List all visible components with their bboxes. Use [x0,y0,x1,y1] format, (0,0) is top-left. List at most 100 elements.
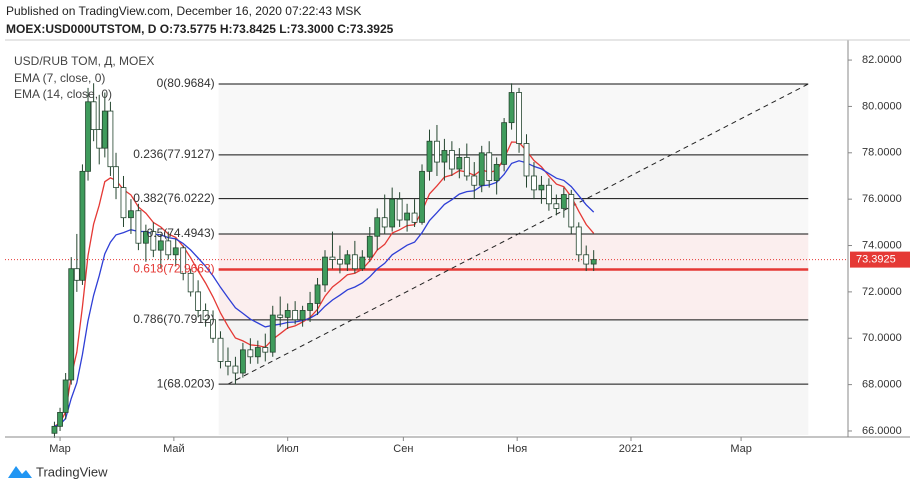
fib-trend-line [227,83,809,385]
candle-body [180,247,187,274]
candle-body [57,412,63,427]
candle-body [150,231,157,251]
published-line: Published on TradingView.com, December 1… [6,4,361,18]
candle-body [172,247,179,256]
candle-body [583,254,590,265]
candle-body [85,101,91,172]
candle-body [508,92,515,124]
footer-brand: TradingView [36,464,108,479]
candle-body [135,210,142,244]
candle-body [195,291,202,311]
candle-body [493,163,500,182]
candle-body [262,347,269,353]
y-tick-label: 82.0000 [862,54,902,66]
candle-body [292,310,299,321]
candle-body [90,101,97,131]
candle-body [120,187,127,219]
y-tick-label: 66.0000 [862,425,902,437]
candle-body [419,170,425,223]
candle-body [128,210,134,219]
y-tick-label: 80.0000 [862,100,902,112]
fib-level-label: 0.786(70.7912) [133,312,214,326]
candle-body [217,337,224,362]
candle-body [389,198,396,228]
candle-body [107,110,114,168]
candle-body [486,152,493,182]
candle-body [426,140,433,172]
candle-body [79,170,86,281]
candle-body [225,361,231,367]
y-tick-label: 74.0000 [862,239,902,251]
fib-level-label: 0(80.9684) [157,76,215,90]
candle-body [441,150,448,163]
fib-level-label: 1(68.0203) [157,376,215,390]
series-label: USD/RUB TOM, Д, MOEX [14,54,154,68]
candle-body [471,175,478,186]
candle-body [337,259,343,265]
candle-body [232,365,239,374]
candle-body [113,166,119,188]
candle-body [568,194,575,228]
last-price-box [850,251,910,268]
candle-body [560,194,567,209]
x-tick-label: Май [163,443,185,455]
fib-level-label: 0.236(77.9127) [133,147,214,161]
fib-zone [218,234,809,270]
candle-body [165,240,172,256]
candle-body [322,256,328,286]
plot-area [5,83,848,438]
candle-body [404,212,410,221]
candle-body [142,231,149,244]
x-tick-label: Мар [730,443,752,455]
fib-zone [218,319,809,385]
fib-level-label: 0.618(72.9663) [133,262,214,276]
candle-body [478,152,485,186]
candle-body [344,254,351,265]
candle-body [210,319,216,339]
fib-level-label: 0.5(74.4943) [147,226,215,240]
candle-body [62,379,69,413]
candle-body [101,110,108,149]
candle-body [396,198,403,221]
logo-icon [8,466,32,478]
y-tick-label: 76.0000 [862,193,902,205]
fib-zone [218,198,809,235]
ema-line [54,141,595,427]
candle-body [187,272,194,293]
ema-line [54,160,595,427]
x-tick-label: Мар [49,443,71,455]
y-tick-label: 70.0000 [862,332,902,344]
indicator-label: EMA (14, close, 0) [14,87,112,101]
x-tick-label: 2021 [619,443,643,455]
fib-zone [218,154,809,199]
candle-body [51,425,58,434]
candle-body [269,314,276,353]
candle-body [359,256,366,270]
last-price-label: 73.3925 [856,254,896,266]
y-tick-label: 72.0000 [862,286,902,298]
indicator-label: EMA (7, close, 0) [14,71,105,85]
candle-body [202,310,209,321]
candle-body [254,347,261,358]
fib-level-label: 0.382(76.0222) [133,191,214,205]
candle-body [307,303,313,311]
candle-body [351,254,358,270]
fib-zone [218,269,809,320]
candle-body [463,157,470,177]
candle-body [73,268,80,281]
candle-body [96,129,103,149]
y-tick-label: 78.0000 [862,147,902,159]
candle-body [68,268,75,381]
candle-body [553,203,560,209]
candle-body [329,256,336,260]
x-tick-label: Июл [277,443,299,455]
candle-body [434,140,440,163]
footer-logo [8,466,32,478]
x-tick-label: Ноя [507,443,527,455]
candle-body [516,92,522,144]
candle-body [374,217,381,237]
candle-body [366,235,373,258]
candle-body [284,310,291,318]
candle-body [575,226,582,256]
candle-body [590,259,597,265]
